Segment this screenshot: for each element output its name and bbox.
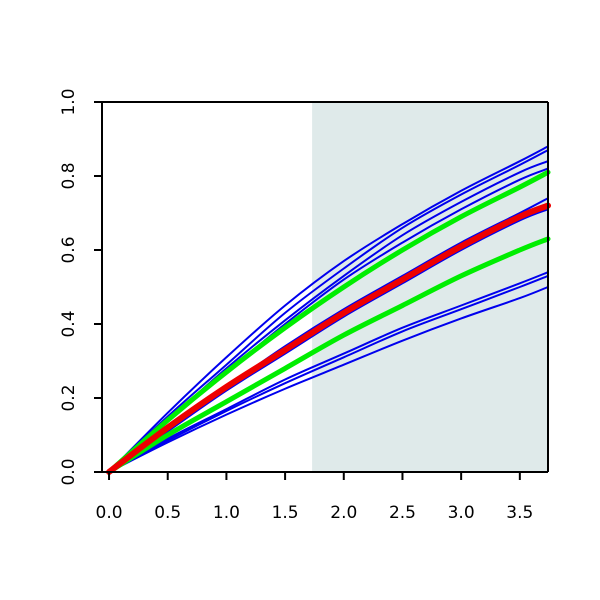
y-tick-label: 0.2 (59, 384, 79, 411)
y-tick-label: 1.0 (59, 88, 79, 115)
series-line-1 (108, 145, 549, 473)
x-tick-label: 3.5 (506, 503, 533, 523)
y-tick-label: 0.6 (59, 236, 79, 263)
series-line-12 (106, 236, 551, 475)
series-line-6 (108, 208, 549, 473)
y-tick-label: 0.0 (59, 458, 79, 485)
series-layer (106, 145, 551, 475)
x-tick-label: 1.5 (272, 503, 299, 523)
y-tick-label: 0.8 (59, 162, 79, 189)
x-tick-label: 0.5 (154, 503, 181, 523)
series-line-13 (106, 202, 551, 475)
series-line-2 (108, 149, 549, 473)
series-line-9 (108, 274, 549, 473)
axis-layer: 0.0 0.5 1.0 1.5 2.0 2.5 3.0 3.5 0.0 0.2 0.4 0.6 0.8 1… (59, 88, 549, 523)
series-line-11 (106, 169, 551, 475)
x-tick-label: 1.0 (213, 503, 240, 523)
y-tick-label: 0.4 (59, 310, 79, 337)
x-tick-label: 3.0 (448, 503, 475, 523)
x-tick-label: 0.0 (96, 503, 123, 523)
x-tick-label: 2.5 (389, 503, 416, 523)
x-tick-label: 2.0 (330, 503, 357, 523)
series-line-8 (108, 271, 549, 473)
series-line-10 (108, 286, 549, 473)
